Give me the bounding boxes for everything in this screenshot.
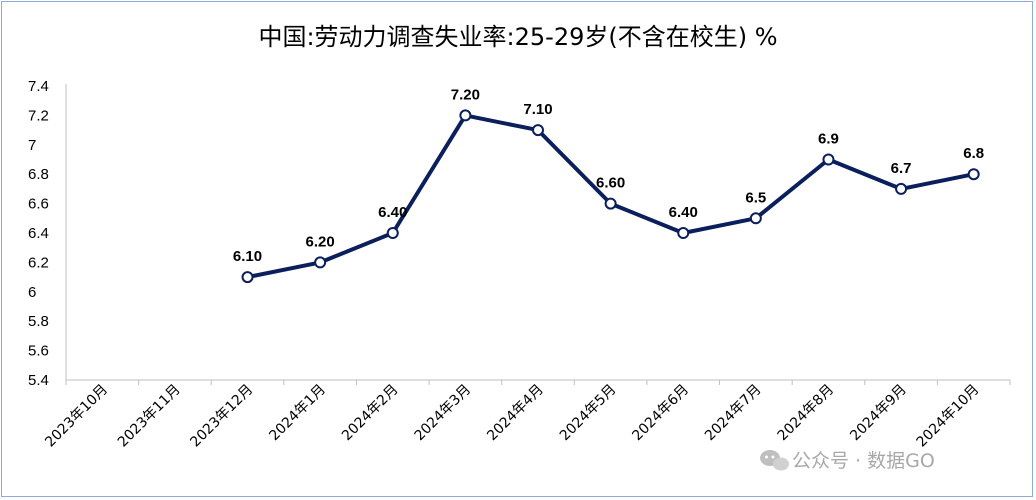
data-label: 6.8: [963, 145, 984, 162]
x-tick-label: 2024年2月: [339, 382, 402, 445]
y-tick-label: 6: [28, 284, 36, 301]
x-axis-ticks: 2023年10月 2023年11月 2023年12月 2024年1月 2024年2月 20…: [42, 382, 982, 451]
watermark: 公众号 · 数据GO: [760, 450, 935, 472]
x-tick-label: 2024年1月: [266, 382, 329, 445]
y-tick-label: 5.4: [28, 372, 49, 389]
data-label: 6.9: [818, 131, 839, 148]
data-label: 6.20: [306, 233, 335, 250]
data-point: [895, 182, 908, 195]
watermark-text: 公众号 · 数据GO: [792, 450, 935, 472]
data-label: 6.5: [745, 189, 766, 206]
x-tick-label: 2023年11月: [115, 382, 184, 451]
data-label: 7.10: [523, 101, 552, 118]
x-tick-label: 2024年6月: [629, 382, 692, 445]
y-tick-label: 5.8: [28, 313, 49, 330]
data-label: 6.10: [233, 248, 262, 265]
data-labels: 6.10 6.20 6.40 7.20 7.10 6.60 6.40 6.5 6.9 6.7 6.8: [233, 86, 984, 265]
data-point: [241, 271, 254, 284]
y-axis-ticks: 5.4 5.6 5.8 6 6.2 6.4 6.6 6.8 7 7.2 7.4: [28, 78, 49, 389]
data-label: 7.20: [451, 86, 480, 103]
data-point: [677, 227, 690, 239]
chart-axes: [65, 84, 1011, 385]
chart-title: 中国:劳动力调查失业率:25-29岁(不含在校生) %: [258, 23, 777, 51]
x-tick-label: 2024年5月: [557, 382, 620, 445]
y-tick-label: 6.2: [28, 254, 49, 271]
data-label: 6.7: [891, 160, 912, 177]
x-tick-label: 2023年10月: [42, 382, 111, 451]
data-point: [459, 109, 472, 122]
data-series: [241, 109, 980, 284]
data-point: [604, 197, 617, 210]
y-tick-label: 7: [28, 137, 36, 154]
y-tick-label: 6.8: [28, 166, 49, 183]
data-point: [967, 168, 980, 181]
y-tick-label: 7.4: [28, 78, 49, 95]
data-label: 6.40: [669, 204, 698, 221]
data-point: [749, 212, 762, 225]
x-tick-label: 2024年8月: [775, 382, 838, 445]
x-tick-label: 2024年7月: [702, 382, 765, 445]
x-tick-label: 2024年10月: [914, 382, 983, 451]
data-point: [822, 153, 835, 166]
data-point: [532, 124, 544, 137]
y-tick-label: 6.6: [28, 196, 49, 213]
data-point: [314, 256, 327, 269]
y-tick-label: 7.2: [28, 107, 49, 124]
y-tick-label: 5.6: [28, 343, 49, 360]
data-label: 6.60: [596, 175, 625, 192]
wechat-icon: [760, 450, 789, 471]
x-tick-label: 2024年3月: [412, 382, 475, 445]
x-tick-label: 2024年4月: [484, 382, 547, 445]
data-label: 6.40: [378, 204, 407, 221]
x-tick-label: 2024年9月: [847, 382, 910, 445]
data-point: [386, 227, 399, 239]
y-tick-label: 6.4: [28, 225, 49, 242]
x-tick-label: 2023年12月: [187, 382, 256, 451]
series-line: [247, 113, 975, 280]
